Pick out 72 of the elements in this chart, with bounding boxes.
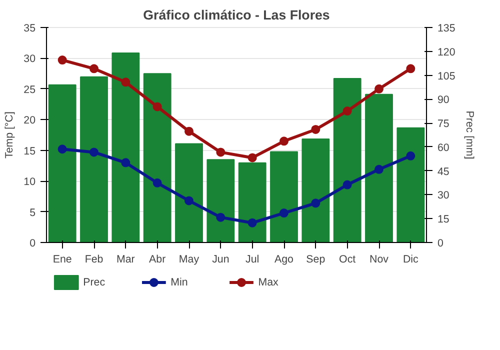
point [342, 180, 352, 190]
legend-label: Min [170, 276, 188, 288]
y-tick-label: 20 [24, 114, 36, 127]
x-tick-label: Ago [274, 254, 294, 266]
bar [48, 84, 76, 242]
y2-tick-label: 60 [438, 142, 450, 154]
y-tick-label: 15 [24, 145, 36, 158]
x-tick-label: Oct [339, 254, 356, 266]
x-tick-label: Mar [116, 254, 136, 266]
point [58, 56, 67, 65]
x-tick-label: Jun [212, 254, 230, 266]
y-tick-label: 5 [30, 206, 36, 219]
point [280, 208, 288, 218]
y2-tick-label: 45 [438, 166, 450, 178]
y2-tick-label: 0 [438, 238, 444, 250]
bar [238, 162, 266, 242]
point [121, 78, 130, 87]
x-tick-label: Abr [149, 254, 166, 266]
y-tick-label: 10 [24, 176, 36, 188]
bar [333, 78, 362, 242]
y2-tick-label: 75 [438, 118, 450, 130]
x-tick-label: Feb [84, 254, 104, 266]
point [184, 196, 194, 206]
point [152, 178, 162, 188]
point [406, 64, 416, 74]
bar [112, 52, 140, 242]
x-tick-label: Sep [306, 254, 326, 266]
point [152, 102, 162, 112]
y2-tick-label: 105 [438, 70, 456, 82]
x-tick-label: Ene [52, 254, 72, 266]
point [374, 84, 384, 94]
point [248, 153, 257, 162]
bar [365, 94, 393, 242]
point [216, 212, 226, 222]
x-tick-label: Jul [246, 254, 260, 266]
y2-tick-label: 30 [438, 190, 450, 202]
point [248, 218, 257, 228]
point [184, 126, 194, 136]
point [311, 198, 320, 208]
point [121, 158, 130, 168]
bar [396, 127, 425, 242]
x-tick-label: May [178, 254, 200, 266]
point [342, 106, 352, 116]
bar [80, 76, 108, 242]
x-tick-label: Nov [370, 254, 390, 266]
y-axis-title: Temp [°C] [4, 112, 16, 158]
point [58, 144, 67, 154]
point [90, 148, 98, 157]
y2-axis-title: Prec [mm] [463, 110, 476, 160]
legend-label: Prec [83, 276, 106, 288]
point [216, 148, 226, 157]
y-tick-label: 35 [24, 22, 36, 34]
point [90, 64, 98, 74]
y2-tick-label: 15 [438, 214, 450, 226]
y2-tick-label: 120 [438, 46, 456, 58]
y2-tick-label: 135 [438, 22, 456, 34]
x-tick-label: Dic [402, 254, 420, 266]
point [406, 151, 416, 160]
y-tick-label: 25 [24, 84, 36, 96]
bar [143, 73, 172, 242]
point [311, 124, 320, 134]
bar [270, 151, 298, 242]
point [280, 136, 288, 146]
point [374, 164, 384, 174]
bar [175, 143, 203, 242]
bar [206, 159, 235, 242]
chart-title: Gráfico climático - Las Flores [143, 8, 330, 22]
y-tick-label: 30 [24, 53, 36, 66]
bar [302, 138, 330, 242]
legend-label: Max [258, 276, 279, 288]
y2-tick-label: 90 [438, 94, 450, 106]
y-tick-label: 0 [30, 238, 36, 250]
